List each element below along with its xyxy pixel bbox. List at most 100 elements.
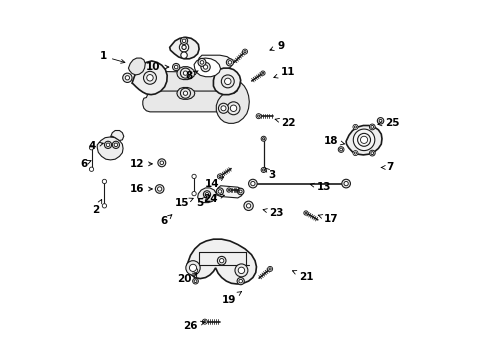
- Circle shape: [258, 115, 260, 117]
- Circle shape: [182, 45, 186, 49]
- Polygon shape: [177, 87, 195, 99]
- Text: 14: 14: [205, 177, 224, 189]
- Circle shape: [220, 258, 224, 263]
- Circle shape: [237, 278, 245, 285]
- Text: 2: 2: [93, 199, 102, 216]
- Text: 9: 9: [270, 41, 284, 50]
- Circle shape: [268, 266, 272, 271]
- Circle shape: [144, 71, 156, 84]
- Polygon shape: [187, 239, 256, 284]
- Circle shape: [263, 169, 265, 171]
- Polygon shape: [194, 58, 221, 77]
- Circle shape: [179, 42, 189, 52]
- Circle shape: [202, 319, 207, 324]
- Polygon shape: [132, 61, 167, 95]
- Circle shape: [353, 125, 358, 130]
- Circle shape: [182, 39, 186, 42]
- Polygon shape: [128, 58, 146, 75]
- Circle shape: [238, 188, 244, 195]
- Text: 25: 25: [378, 118, 399, 128]
- Circle shape: [180, 37, 188, 44]
- Circle shape: [203, 191, 211, 198]
- Polygon shape: [97, 137, 123, 160]
- Circle shape: [102, 179, 107, 184]
- Circle shape: [183, 71, 188, 75]
- Circle shape: [160, 161, 164, 165]
- Text: 23: 23: [263, 208, 284, 218]
- Circle shape: [158, 159, 166, 167]
- Text: 12: 12: [129, 159, 152, 169]
- Text: 6: 6: [161, 215, 172, 226]
- Circle shape: [205, 193, 209, 196]
- Circle shape: [216, 188, 223, 195]
- Circle shape: [261, 167, 266, 172]
- Text: 10: 10: [146, 62, 169, 72]
- Text: 6: 6: [80, 159, 91, 169]
- Circle shape: [194, 279, 197, 283]
- Text: 18: 18: [324, 136, 344, 145]
- Circle shape: [112, 141, 120, 148]
- Circle shape: [192, 174, 196, 179]
- Circle shape: [198, 58, 206, 66]
- Circle shape: [353, 150, 358, 156]
- Polygon shape: [170, 37, 199, 59]
- Polygon shape: [111, 131, 124, 140]
- Circle shape: [251, 181, 255, 186]
- Polygon shape: [177, 67, 195, 80]
- Text: 15: 15: [175, 198, 193, 208]
- Circle shape: [379, 120, 382, 122]
- Circle shape: [238, 267, 245, 274]
- Circle shape: [371, 126, 374, 129]
- Polygon shape: [145, 71, 230, 93]
- Circle shape: [344, 181, 348, 186]
- Polygon shape: [197, 188, 216, 203]
- Text: 21: 21: [293, 271, 313, 282]
- Polygon shape: [143, 91, 231, 112]
- Circle shape: [221, 106, 226, 111]
- Polygon shape: [197, 55, 232, 71]
- Circle shape: [104, 141, 112, 148]
- Circle shape: [235, 264, 248, 277]
- Circle shape: [244, 50, 246, 53]
- Text: 16: 16: [129, 184, 152, 194]
- Circle shape: [340, 148, 343, 151]
- Circle shape: [174, 65, 178, 69]
- Circle shape: [200, 60, 204, 64]
- Circle shape: [186, 261, 200, 275]
- Circle shape: [230, 105, 237, 112]
- Polygon shape: [346, 126, 382, 155]
- Circle shape: [239, 190, 242, 193]
- Circle shape: [338, 147, 344, 152]
- Circle shape: [218, 256, 226, 265]
- Text: 4: 4: [89, 141, 103, 151]
- Circle shape: [342, 179, 350, 188]
- Text: 26: 26: [183, 321, 205, 331]
- Circle shape: [219, 175, 221, 177]
- Text: 3: 3: [265, 168, 275, 180]
- Text: 1: 1: [99, 51, 125, 63]
- Circle shape: [269, 268, 271, 270]
- Polygon shape: [216, 81, 249, 123]
- Circle shape: [243, 49, 247, 54]
- Circle shape: [353, 129, 375, 150]
- Circle shape: [106, 143, 110, 147]
- Circle shape: [244, 201, 253, 211]
- Text: 11: 11: [274, 67, 295, 78]
- Circle shape: [227, 188, 231, 192]
- Circle shape: [256, 114, 261, 119]
- Circle shape: [246, 204, 251, 208]
- Circle shape: [227, 102, 240, 115]
- Circle shape: [228, 60, 232, 64]
- Circle shape: [89, 167, 94, 171]
- Circle shape: [248, 179, 257, 188]
- Circle shape: [157, 187, 162, 191]
- Circle shape: [192, 192, 196, 196]
- Circle shape: [147, 75, 153, 81]
- Text: 19: 19: [221, 292, 242, 305]
- Circle shape: [102, 204, 107, 208]
- Circle shape: [204, 321, 206, 323]
- Circle shape: [261, 71, 265, 75]
- Text: 13: 13: [310, 182, 331, 192]
- Polygon shape: [214, 68, 241, 95]
- Text: 8: 8: [186, 71, 198, 81]
